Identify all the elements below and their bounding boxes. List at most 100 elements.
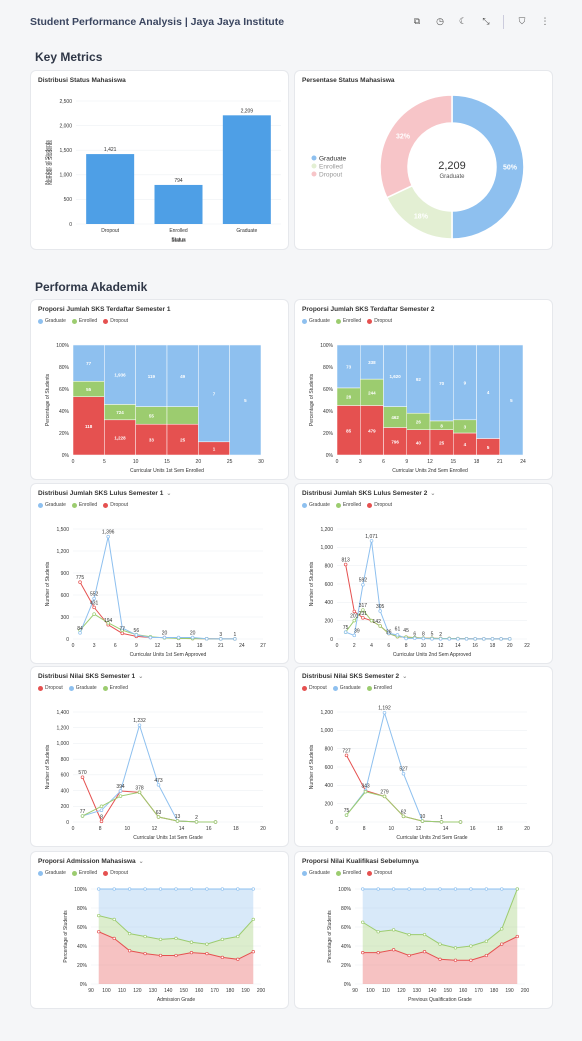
point-graduate <box>159 888 162 891</box>
data-label: 5 <box>431 632 434 638</box>
x-tick-label: 10 <box>125 826 131 832</box>
y-tick-label: 0 <box>69 222 72 228</box>
bar-segment-label: 40 <box>416 440 422 445</box>
x-tick-label: 10 <box>133 459 139 465</box>
point-dropout <box>113 937 116 940</box>
point-graduate <box>237 888 240 891</box>
line-dropout <box>80 582 235 639</box>
y-tick-label: 400 <box>325 600 334 606</box>
x-tick-label: 6 <box>387 643 390 649</box>
bar-segment-label: 118 <box>85 424 93 429</box>
point-dropout <box>100 820 103 823</box>
point-enrolled <box>93 613 96 616</box>
x-tick-label: 6 <box>382 459 385 465</box>
point-graduate <box>206 888 209 891</box>
y-tick-label: 400 <box>325 783 334 789</box>
point-enrolled <box>440 821 443 824</box>
clock-icon[interactable]: ◷ <box>431 14 449 28</box>
nilai-sem2-chart: 02004006008001,0001,2000 8 10 12 14 16 18 20Cur… <box>295 667 554 848</box>
y-tick-label: 80% <box>59 365 70 371</box>
point-enrolled <box>81 815 84 818</box>
point-dropout <box>128 949 131 952</box>
x-tick-label: 18 <box>497 826 503 832</box>
bar-segment-label: 338 <box>368 360 376 365</box>
x-tick-label: 190 <box>505 988 514 994</box>
x-tick-label: 12 <box>416 826 422 832</box>
point-graduate <box>485 888 488 891</box>
x-tick-label: 0 <box>336 826 339 832</box>
y-tick-label: 2,000 <box>59 123 72 129</box>
y-tick-label: 1,400 <box>56 710 69 716</box>
bar-segment-label: 1,228 <box>114 435 126 440</box>
y-tick-label: 600 <box>325 582 334 588</box>
x-tick-label: 8 <box>363 826 366 832</box>
point-graduate <box>439 637 442 640</box>
data-label: 1,232 <box>133 718 146 724</box>
point-dropout <box>79 581 82 584</box>
point-graduate <box>119 790 122 793</box>
x-tick-label: 140 <box>428 988 437 994</box>
x-tick-label: 18 <box>233 826 239 832</box>
point-enrolled <box>195 820 198 823</box>
x-tick-label: Graduate <box>236 228 257 234</box>
x-tick-label: 100 <box>102 988 111 994</box>
data-label: 26 <box>386 630 392 636</box>
y-tick-label: 0 <box>66 637 69 643</box>
moon-icon[interactable]: ☾ <box>454 14 472 28</box>
x-tick-label: 200 <box>257 988 266 994</box>
bookmark-icon[interactable]: ⛉ <box>513 14 531 28</box>
y-tick-label: 20% <box>341 963 352 969</box>
x-axis-label: Curricular Units 1st Sem Approved <box>130 652 207 658</box>
point-dropout_plus_enrolled <box>252 918 255 921</box>
point-dropout_plus_enrolled <box>361 921 364 924</box>
data-label: 775 <box>76 575 85 581</box>
data-label: 20 <box>162 631 168 637</box>
data-label: 473 <box>154 778 163 784</box>
card-nilai-sem1: Distribusi Nilai SKS Semester 1 ⌄ Dropout… <box>30 666 289 847</box>
bar-value-label: 1,421 <box>104 147 117 153</box>
data-label: 75 <box>344 808 350 814</box>
y-axis-label: Percentage of Students <box>45 373 51 426</box>
point-graduate <box>508 637 511 640</box>
point-dropout <box>377 951 380 954</box>
point-graduate <box>144 888 147 891</box>
data-label: 394 <box>116 784 125 790</box>
point-graduate <box>402 772 405 775</box>
point-dropout_plus_enrolled <box>470 945 473 948</box>
x-tick-label: 15 <box>164 459 170 465</box>
collapse-icon[interactable]: ⤡ <box>477 14 495 28</box>
x-axis-label: Previous Qualification Grade <box>408 997 472 1003</box>
x-tick-label: 6 <box>114 643 117 649</box>
y-tick-label: 100% <box>338 887 351 893</box>
y-axis-label: Number of Students <box>309 744 315 789</box>
x-tick-label: 120 <box>397 988 406 994</box>
point-graduate <box>97 888 100 891</box>
y-tick-label: 40% <box>323 409 334 415</box>
y-tick-label: 900 <box>61 571 70 577</box>
x-tick-label: 130 <box>413 988 422 994</box>
data-label: 39 <box>354 628 360 634</box>
card-sks-sem1: Proporsi Jumlah SKS Terdaftar Semester 1… <box>30 299 289 480</box>
y-tick-label: 800 <box>61 757 70 763</box>
x-tick-label: 140 <box>164 988 173 994</box>
y-tick-label: 60% <box>341 925 352 931</box>
y-tick-label: 600 <box>61 773 70 779</box>
point-graduate <box>79 631 82 634</box>
y-tick-label: 300 <box>61 615 70 621</box>
more-vertical-icon[interactable]: ⋮ <box>536 14 554 28</box>
x-tick-label: 24 <box>239 643 245 649</box>
y-tick-label: 1,200 <box>56 726 69 732</box>
x-tick-label: 4 <box>370 643 373 649</box>
y-tick-label: 40% <box>341 944 352 950</box>
toolbar-divider <box>503 15 504 29</box>
data-label: 84 <box>77 626 83 632</box>
x-tick-label: 120 <box>133 988 142 994</box>
external-link-icon[interactable]: ⧉ <box>408 14 426 28</box>
bar-segment-label: 244 <box>368 390 376 395</box>
x-tick-label: Enrolled <box>169 228 188 234</box>
point-dropout <box>252 950 255 953</box>
data-label: 431 <box>90 600 99 606</box>
y-tick-label: 1,200 <box>56 549 69 555</box>
data-label: 343 <box>361 784 370 790</box>
x-tick-label: 0 <box>72 459 75 465</box>
